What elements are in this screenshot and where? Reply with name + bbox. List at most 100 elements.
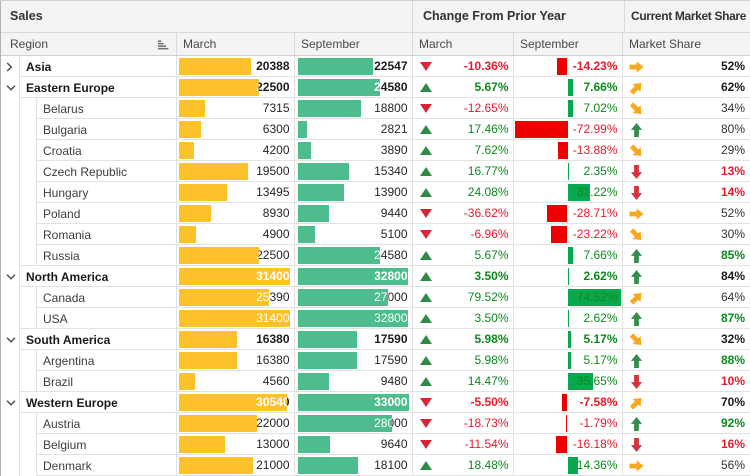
- table-row[interactable]: North America 31400314003280032800 3.50% 2.…: [0, 266, 750, 287]
- table-row[interactable]: South America 16380 16380 17590 17590 5.98% 5.…: [0, 329, 750, 350]
- column-header-march-change[interactable]: March: [413, 33, 514, 55]
- september-sales-cell-bar: [297, 268, 408, 285]
- triangle-up-icon: [420, 83, 432, 92]
- september-sales-cell: 3280032800: [295, 266, 413, 287]
- market-share-cell: 32%: [623, 329, 750, 350]
- march-sales-cell-value: 7315: [262, 101, 290, 115]
- march-sales-cell-value-overlay: 22000: [256, 416, 290, 430]
- column-header-market-share-label: Market Share: [629, 37, 702, 51]
- collapse-chevron-icon[interactable]: [6, 336, 16, 343]
- triangle-up-icon: [420, 335, 432, 344]
- row-separator: [37, 244, 176, 245]
- region-content: Hungary: [37, 182, 176, 203]
- collapse-chevron-icon[interactable]: [6, 399, 16, 406]
- table-row[interactable]: Denmark 21000 21000 18100 18100 18.48% 14.36% 5…: [0, 455, 750, 476]
- table-row[interactable]: Croatia 4200 4200 3890 3890 7.62% -13.88% 29%: [0, 140, 750, 161]
- triangle-down-icon: [420, 209, 432, 218]
- march-sales-cell-bar: [179, 436, 225, 453]
- table-row[interactable]: Belgium 13000 13000 9640 9640 -11.54% -16.18% 1…: [0, 434, 750, 455]
- expand-gutter: [0, 350, 20, 371]
- september-change-cell: 35.65%: [514, 371, 623, 392]
- triangle-down-icon: [420, 104, 432, 113]
- march-sales-cell: 13000 13000: [177, 434, 295, 455]
- row-separator: [37, 139, 176, 140]
- september-sales-cell: 24580 24580: [295, 77, 413, 98]
- table-row[interactable]: Belarus 7315 7315 18800 18800 -12.65% 7.02% 34%: [0, 98, 750, 119]
- region-content: Eastern Europe: [20, 77, 176, 98]
- september-sales-cell-bar: [297, 100, 361, 117]
- september-change-bar: [567, 289, 621, 306]
- september-sales-cell-value: 3890: [380, 143, 408, 157]
- collapse-chevron-icon[interactable]: [6, 84, 16, 91]
- september-sales-cell-bar: [297, 331, 357, 348]
- september-sales-cell-value: 18100: [374, 458, 408, 472]
- column-header-september-sales[interactable]: September: [295, 33, 413, 55]
- march-sales-cell-value: 13495: [256, 185, 290, 199]
- march-sales-cell-bar: [179, 310, 290, 327]
- table-row[interactable]: Austria22000220002800028000-18.73%-1.79%…: [0, 413, 750, 434]
- collapse-chevron-icon[interactable]: [6, 273, 16, 280]
- row-separator: [37, 181, 176, 182]
- september-sales-cell-value: 15340: [374, 164, 408, 178]
- row-separator: [20, 286, 176, 287]
- table-row[interactable]: Western Europe30540305403300033000-5.50%…: [0, 392, 750, 413]
- september-change-cell: 14.36%: [514, 455, 623, 476]
- march-change-value: 17.46%: [467, 122, 509, 136]
- band-sales: Sales: [0, 0, 413, 32]
- table-row[interactable]: Brazil 4560 4560 9480 9480 14.47% 35.65% 10%: [0, 371, 750, 392]
- indent: [20, 308, 37, 329]
- table-row[interactable]: Poland 8930 8930 9440 9440 -36.62% -28.71% 52%: [0, 203, 750, 224]
- september-sales-cell: 3890 3890: [295, 140, 413, 161]
- region-cell: Croatia: [0, 140, 177, 161]
- september-change-bar: [557, 142, 568, 159]
- september-change-bar: [550, 226, 568, 243]
- september-change-value: 2.62%: [583, 269, 618, 283]
- indent: [20, 98, 37, 119]
- march-change-value: 7.62%: [474, 143, 509, 157]
- column-header-market-share[interactable]: Market Share: [623, 33, 750, 55]
- column-header-september-change[interactable]: September: [514, 33, 623, 55]
- region-cell: Eastern Europe: [0, 77, 177, 98]
- indent: [20, 455, 37, 476]
- region-name: Bulgaria: [43, 122, 88, 137]
- column-header-region[interactable]: Region: [0, 33, 177, 55]
- table-row[interactable]: Canada 25390 25390 27000 27000 79.52% 74.52% 64…: [0, 287, 750, 308]
- market-share-cell: 14%: [623, 182, 750, 203]
- march-change-value: 5.98%: [474, 353, 509, 367]
- march-sales-cell: 8930 8930: [177, 203, 295, 224]
- region-cell: North America: [0, 266, 177, 287]
- market-share-cell: 34%: [623, 98, 750, 119]
- sort-ascending-icon[interactable]: [158, 40, 169, 50]
- region-name: North America: [26, 269, 109, 284]
- table-row[interactable]: USA 31400314003280032800 3.50% 2.62% 87%: [0, 308, 750, 329]
- march-change-cell: 5.67%: [413, 77, 514, 98]
- september-change-bar: [567, 310, 570, 327]
- table-row[interactable]: Eastern Europe 22500 22500 24580 24580 5.67% 7…: [0, 77, 750, 98]
- region-name: Canada: [43, 290, 86, 305]
- region-cell: Canada: [0, 287, 177, 308]
- expand-chevron-icon[interactable]: [6, 61, 13, 72]
- september-change-value: 5.17%: [583, 332, 618, 346]
- expand-gutter: [0, 245, 20, 266]
- expand-gutter: [0, 413, 20, 434]
- table-row[interactable]: Russia 22500 22500 24580 24580 5.67% 7.66% 85%: [0, 245, 750, 266]
- table-row[interactable]: Romania 4900 4900 5100 5100 -6.96% -23.22% 30%: [0, 224, 750, 245]
- expand-gutter: [0, 308, 20, 329]
- market-share-value: 56%: [720, 458, 745, 472]
- march-sales-cell-bar: [179, 394, 287, 411]
- market-share-value: 34%: [720, 101, 745, 115]
- column-header-march-sales[interactable]: March: [177, 33, 295, 55]
- table-row[interactable]: Hungary 13495 13495 13900 13900 24.08% 31.22% 1…: [0, 182, 750, 203]
- table-row[interactable]: Czech Republic 19500 19500 15340 15340 16.77%…: [0, 161, 750, 182]
- september-change-value: -23.22%: [572, 227, 618, 241]
- table-row[interactable]: Asia 20388 20388 22547 22547 -10.36% -14.23% 52…: [0, 56, 750, 77]
- march-sales-cell: 7315 7315: [177, 98, 295, 119]
- march-sales-cell-bar: [179, 184, 227, 201]
- triangle-down-icon: [420, 398, 432, 407]
- september-sales-cell-bar: [297, 373, 330, 390]
- region-name: USA: [43, 311, 68, 326]
- table-row[interactable]: Argentina 16380 16380 17590 17590 5.98% 5.17% 8…: [0, 350, 750, 371]
- september-change-value: 5.17%: [583, 353, 618, 367]
- table-row[interactable]: Bulgaria 6300 6300 2821 2821 17.46% -72.99% 80%: [0, 119, 750, 140]
